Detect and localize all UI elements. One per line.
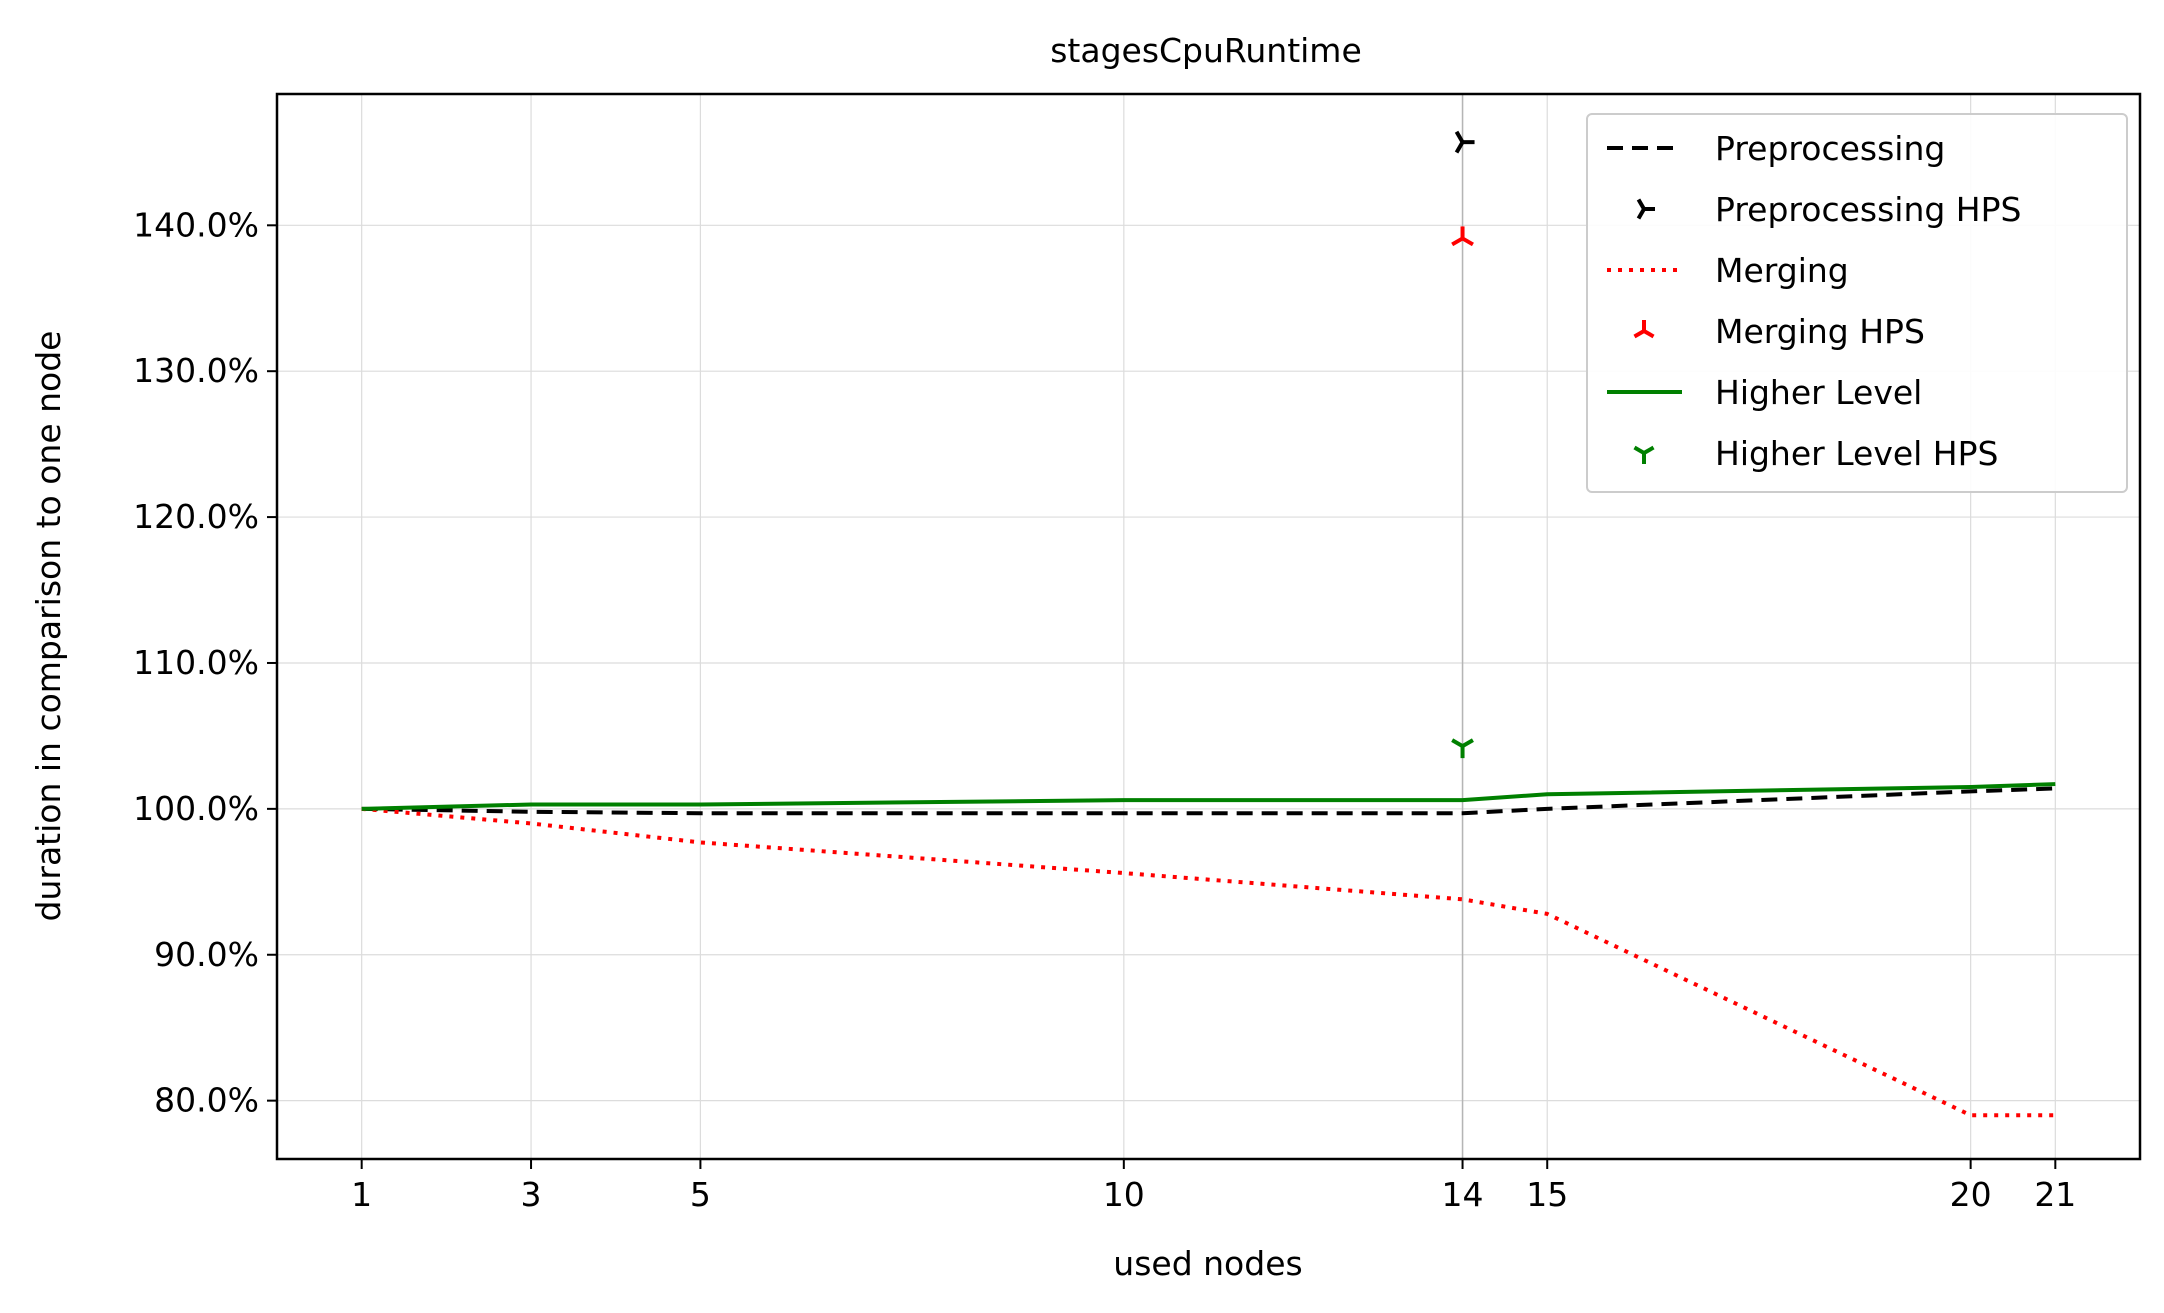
y-axis: 80.0% 90.0% 100.0% 110.0% 120.0% 130.0% 140.0% [133, 205, 277, 1120]
legend-box [1586, 113, 2128, 493]
series-markers [1451, 130, 1475, 759]
y-tick-label: 130.0% [133, 351, 259, 390]
y-tick-label: 110.0% [133, 643, 259, 682]
y-tick-label: 90.0% [154, 935, 259, 974]
x-axis-title: used nodes [1113, 1244, 1302, 1283]
legend-label-higher-level-hps: Higher Level HPS [1715, 434, 1998, 473]
merging-hps-point [1451, 226, 1474, 247]
merging-line [361, 806, 2056, 1118]
plot-area-frame [275, 92, 2142, 1161]
legend-label-preprocessing-hps: Preprocessing HPS [1715, 190, 2021, 229]
x-tick-label: 1 [351, 1175, 372, 1214]
preprocessing-line [361, 786, 2056, 816]
y-tick-label: 140.0% [133, 205, 259, 244]
y-tick-label: 80.0% [154, 1081, 259, 1120]
x-tick-label: 14 [1442, 1175, 1484, 1214]
legend: Preprocessing Preprocessing HPS Merging Mer… [1586, 113, 2128, 493]
x-tick-label: 10 [1103, 1175, 1145, 1214]
higher-level-hps-point [1451, 738, 1474, 759]
legend-label-merging: Merging [1715, 251, 1849, 290]
chart-title: stagesCpuRuntime [1050, 31, 1362, 70]
preprocessing-hps-point [1454, 130, 1475, 154]
legend-label-merging-hps: Merging HPS [1715, 312, 1925, 351]
legend-swatch-preprocessing-hps [1636, 198, 1655, 220]
x-tick-label: 3 [521, 1175, 542, 1214]
y-tick-label: 120.0% [133, 497, 259, 536]
x-tick-label: 21 [2034, 1175, 2076, 1214]
legend-swatch-higher-level-hps [1633, 445, 1655, 464]
x-tick-label: 5 [690, 1175, 711, 1214]
legend-swatch-merging-hps [1633, 320, 1655, 339]
legend-label-preprocessing: Preprocessing [1715, 129, 1945, 168]
higher-level-line [361, 782, 2056, 811]
x-tick-label: 20 [1950, 1175, 1992, 1214]
x-tick-label: 15 [1526, 1175, 1568, 1214]
x-axis: 1 3 5 10 14 15 20 21 [351, 1159, 2076, 1214]
y-tick-label: 100.0% [133, 789, 259, 828]
y-axis-title: duration in comparison to one node [29, 331, 68, 922]
series-lines [361, 782, 2056, 1118]
legend-label-higher-level: Higher Level [1715, 373, 1922, 412]
